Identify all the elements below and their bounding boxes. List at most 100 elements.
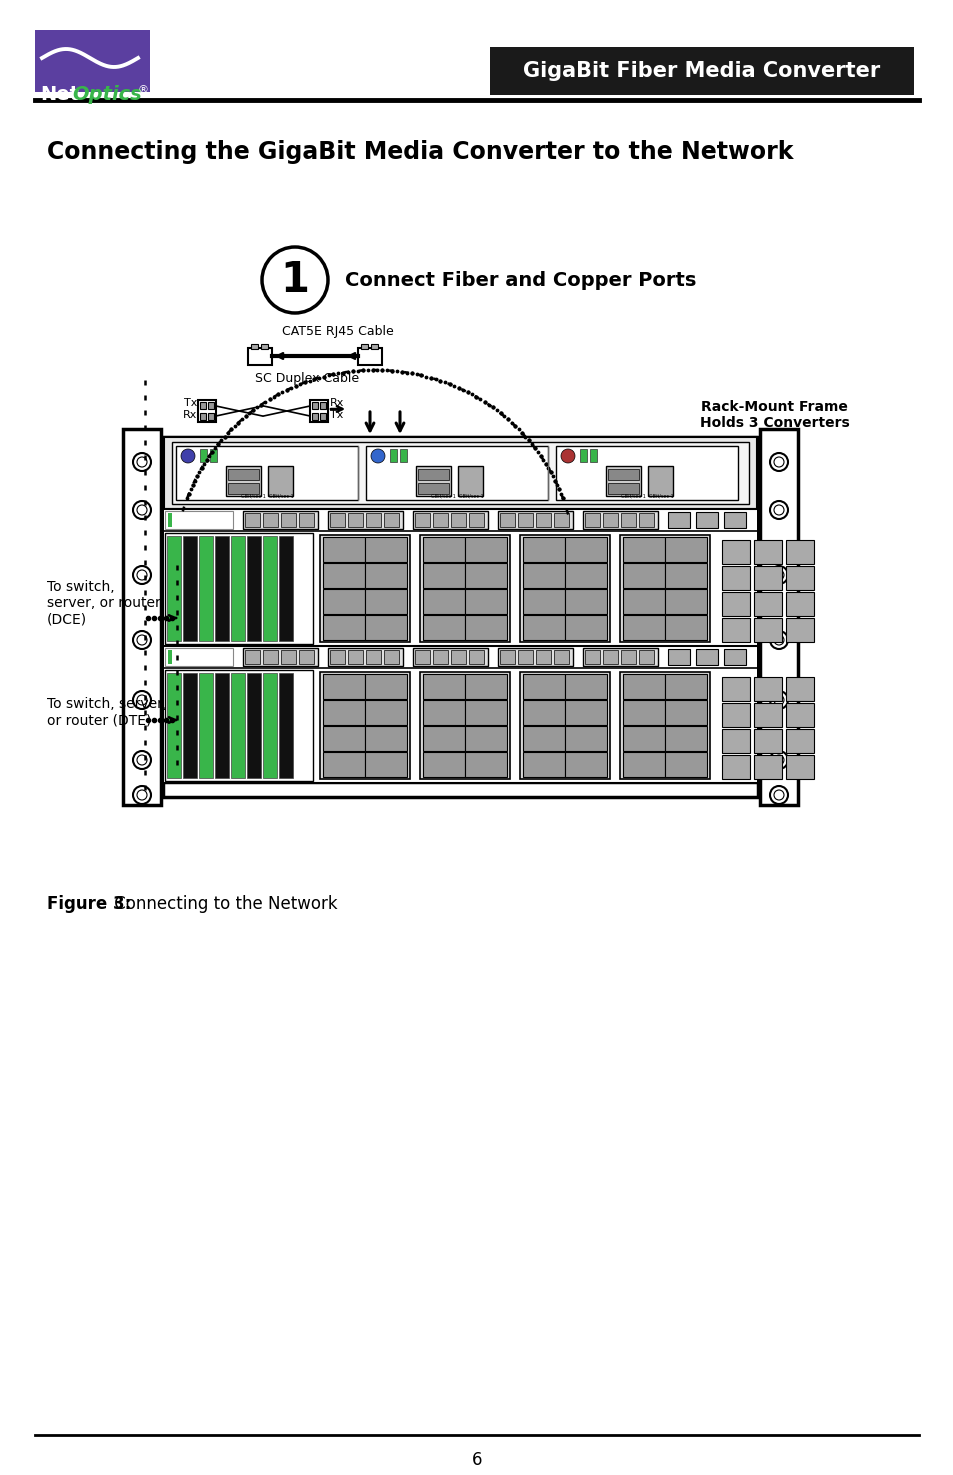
FancyBboxPatch shape bbox=[183, 535, 196, 642]
FancyBboxPatch shape bbox=[422, 563, 464, 589]
FancyBboxPatch shape bbox=[330, 513, 345, 527]
FancyBboxPatch shape bbox=[278, 535, 293, 642]
FancyBboxPatch shape bbox=[607, 482, 639, 494]
FancyBboxPatch shape bbox=[263, 650, 277, 664]
Text: GBit/sec 1  GBit/sec 1: GBit/sec 1 GBit/sec 1 bbox=[620, 493, 673, 499]
FancyBboxPatch shape bbox=[721, 729, 749, 754]
Text: To switch,
server, or router
(DCE): To switch, server, or router (DCE) bbox=[47, 580, 161, 627]
FancyBboxPatch shape bbox=[584, 650, 599, 664]
FancyBboxPatch shape bbox=[384, 513, 398, 527]
FancyBboxPatch shape bbox=[231, 535, 245, 642]
Text: 6: 6 bbox=[471, 1451, 482, 1469]
FancyBboxPatch shape bbox=[366, 513, 380, 527]
FancyBboxPatch shape bbox=[605, 466, 640, 496]
FancyBboxPatch shape bbox=[310, 400, 328, 422]
FancyBboxPatch shape bbox=[785, 755, 813, 779]
FancyBboxPatch shape bbox=[323, 701, 365, 726]
FancyBboxPatch shape bbox=[390, 448, 396, 462]
FancyBboxPatch shape bbox=[261, 344, 268, 350]
FancyBboxPatch shape bbox=[200, 413, 206, 420]
FancyBboxPatch shape bbox=[281, 513, 295, 527]
FancyBboxPatch shape bbox=[208, 413, 213, 420]
FancyBboxPatch shape bbox=[664, 563, 706, 589]
FancyBboxPatch shape bbox=[200, 403, 206, 409]
FancyBboxPatch shape bbox=[422, 726, 464, 751]
FancyBboxPatch shape bbox=[785, 677, 813, 701]
FancyBboxPatch shape bbox=[172, 442, 748, 504]
FancyBboxPatch shape bbox=[175, 445, 357, 500]
FancyBboxPatch shape bbox=[721, 540, 749, 563]
FancyBboxPatch shape bbox=[251, 344, 257, 350]
FancyBboxPatch shape bbox=[210, 448, 216, 462]
Text: Connecting to the Network: Connecting to the Network bbox=[109, 895, 337, 913]
FancyBboxPatch shape bbox=[639, 513, 654, 527]
FancyBboxPatch shape bbox=[167, 673, 181, 777]
FancyBboxPatch shape bbox=[200, 448, 207, 462]
FancyBboxPatch shape bbox=[584, 513, 599, 527]
FancyBboxPatch shape bbox=[664, 537, 706, 562]
FancyBboxPatch shape bbox=[214, 535, 229, 642]
FancyBboxPatch shape bbox=[167, 535, 181, 642]
FancyBboxPatch shape bbox=[365, 563, 407, 589]
FancyBboxPatch shape bbox=[564, 752, 606, 777]
FancyBboxPatch shape bbox=[365, 615, 407, 640]
FancyBboxPatch shape bbox=[366, 650, 380, 664]
FancyBboxPatch shape bbox=[517, 650, 533, 664]
Circle shape bbox=[560, 448, 575, 463]
FancyBboxPatch shape bbox=[323, 537, 365, 562]
FancyBboxPatch shape bbox=[522, 563, 564, 589]
FancyBboxPatch shape bbox=[243, 510, 317, 530]
FancyBboxPatch shape bbox=[419, 673, 510, 779]
FancyBboxPatch shape bbox=[243, 648, 317, 667]
FancyBboxPatch shape bbox=[422, 615, 464, 640]
FancyBboxPatch shape bbox=[721, 755, 749, 779]
FancyBboxPatch shape bbox=[622, 537, 664, 562]
FancyBboxPatch shape bbox=[228, 469, 258, 479]
FancyBboxPatch shape bbox=[464, 589, 506, 614]
FancyBboxPatch shape bbox=[330, 650, 345, 664]
FancyBboxPatch shape bbox=[723, 649, 745, 665]
FancyBboxPatch shape bbox=[622, 563, 664, 589]
FancyBboxPatch shape bbox=[168, 513, 172, 527]
FancyBboxPatch shape bbox=[163, 437, 758, 796]
FancyBboxPatch shape bbox=[664, 674, 706, 699]
FancyBboxPatch shape bbox=[667, 649, 689, 665]
FancyBboxPatch shape bbox=[348, 650, 363, 664]
Text: Rx: Rx bbox=[182, 410, 196, 420]
FancyBboxPatch shape bbox=[760, 429, 797, 805]
FancyBboxPatch shape bbox=[664, 726, 706, 751]
FancyBboxPatch shape bbox=[451, 513, 465, 527]
FancyBboxPatch shape bbox=[647, 466, 672, 496]
FancyBboxPatch shape bbox=[723, 512, 745, 528]
Text: To switch, server,
or router (DTE): To switch, server, or router (DTE) bbox=[47, 696, 167, 727]
FancyBboxPatch shape bbox=[582, 510, 658, 530]
FancyBboxPatch shape bbox=[323, 752, 365, 777]
Text: ®: ® bbox=[138, 86, 149, 94]
FancyBboxPatch shape bbox=[620, 513, 636, 527]
FancyBboxPatch shape bbox=[413, 648, 488, 667]
FancyBboxPatch shape bbox=[721, 677, 749, 701]
FancyBboxPatch shape bbox=[582, 648, 658, 667]
FancyBboxPatch shape bbox=[323, 615, 365, 640]
FancyBboxPatch shape bbox=[696, 649, 718, 665]
FancyBboxPatch shape bbox=[312, 403, 317, 409]
Text: Rx: Rx bbox=[330, 398, 344, 409]
FancyBboxPatch shape bbox=[564, 537, 606, 562]
FancyBboxPatch shape bbox=[231, 673, 245, 777]
FancyBboxPatch shape bbox=[319, 413, 326, 420]
FancyBboxPatch shape bbox=[226, 466, 261, 496]
FancyBboxPatch shape bbox=[365, 674, 407, 699]
FancyBboxPatch shape bbox=[785, 729, 813, 754]
FancyBboxPatch shape bbox=[319, 403, 326, 409]
FancyBboxPatch shape bbox=[416, 466, 451, 496]
FancyBboxPatch shape bbox=[602, 650, 618, 664]
Text: 1: 1 bbox=[280, 260, 309, 301]
FancyBboxPatch shape bbox=[413, 510, 488, 530]
FancyBboxPatch shape bbox=[753, 591, 781, 617]
FancyBboxPatch shape bbox=[247, 535, 261, 642]
FancyBboxPatch shape bbox=[753, 618, 781, 642]
FancyBboxPatch shape bbox=[422, 537, 464, 562]
FancyBboxPatch shape bbox=[417, 469, 449, 479]
FancyBboxPatch shape bbox=[464, 726, 506, 751]
FancyBboxPatch shape bbox=[536, 513, 551, 527]
